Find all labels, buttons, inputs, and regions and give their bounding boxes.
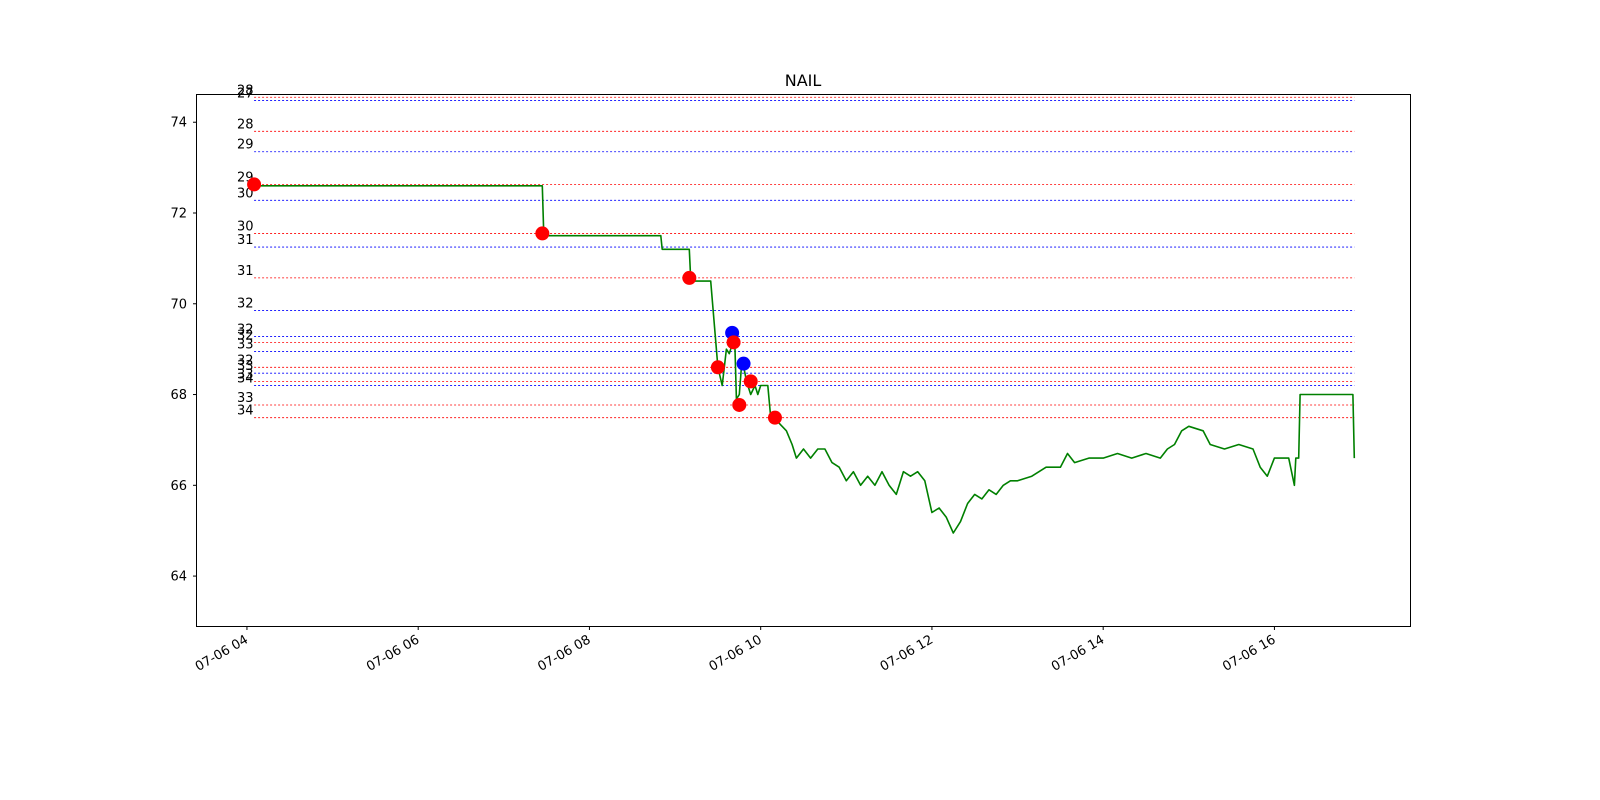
y-tick-label: 70	[170, 297, 187, 312]
markers-layer	[247, 177, 782, 425]
level-label: 31	[237, 233, 254, 248]
y-axis: 64 66 68 70 72 74	[170, 116, 197, 585]
level-label: 28	[237, 117, 254, 132]
plot-frame	[196, 94, 1411, 627]
buy-marker-point	[726, 335, 741, 350]
buy-marker-point	[743, 374, 758, 389]
y-tick-label: 72	[170, 207, 187, 222]
level-label: 32	[237, 297, 254, 312]
price-series-line	[254, 185, 1356, 534]
buy-marker-point	[767, 410, 782, 425]
level-label: 33	[237, 337, 254, 352]
level-label: 33	[237, 359, 254, 374]
level-label: 32	[237, 353, 254, 368]
sell-marker-point	[736, 356, 751, 371]
buy-marker-point	[710, 360, 725, 375]
level-label: 29	[237, 138, 254, 153]
level-label: 33	[237, 367, 254, 382]
buy-marker-point	[535, 226, 550, 241]
level-label: 34	[237, 371, 254, 386]
level-label: 30	[237, 219, 254, 234]
level-label: 30	[237, 186, 254, 201]
level-label: 31	[237, 264, 254, 279]
price-line-layer	[254, 185, 1356, 534]
chart-title: NAIL	[785, 71, 822, 90]
y-tick-label: 74	[170, 116, 187, 131]
buy-marker-point	[247, 177, 262, 192]
y-tick-label: 68	[170, 388, 187, 403]
buy-marker-point	[682, 270, 697, 285]
level-label: 27	[237, 86, 254, 101]
level-label: 34	[237, 404, 254, 419]
y-tick-label: 64	[170, 570, 187, 585]
buy-marker-point	[732, 397, 747, 412]
level-label: 32	[237, 322, 254, 337]
y-tick-label: 66	[170, 479, 187, 494]
level-label: 33	[237, 391, 254, 406]
level-label: 32	[237, 328, 254, 343]
